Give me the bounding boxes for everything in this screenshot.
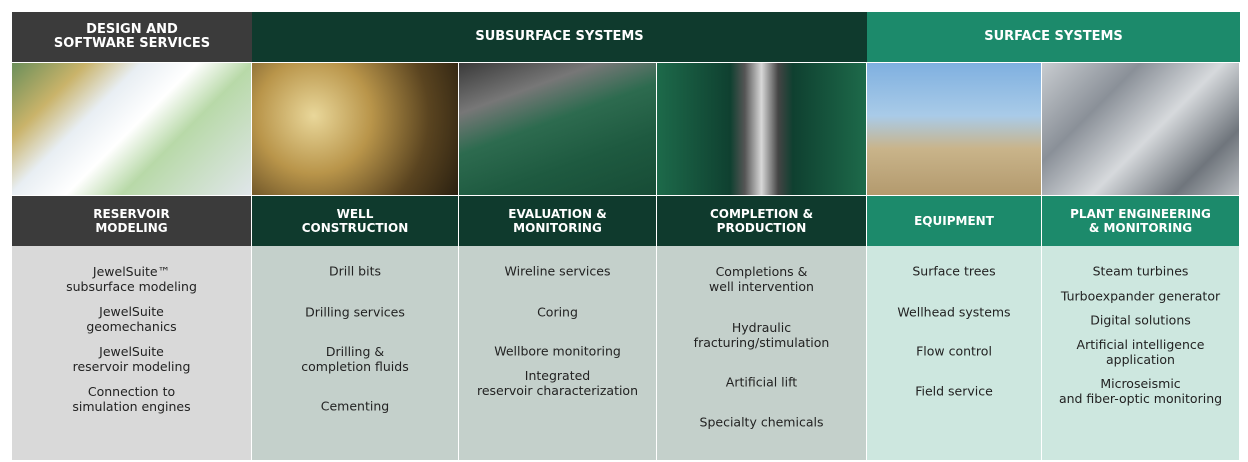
column-header: RESERVOIR MODELING [12,195,252,246]
column-list: Drill bits Drilling services Drilling & co… [252,246,459,460]
list-item: Flow control [916,343,992,359]
list-item: Digital solutions [1090,312,1191,328]
column-header: EQUIPMENT [867,195,1042,246]
column-image [252,62,459,195]
group-header: DESIGN AND SOFTWARE SERVICES [12,12,252,62]
column-image [12,62,252,195]
column-image [867,62,1042,195]
list-item: Drilling & completion fluids [301,344,409,374]
column-header: COMPLETION & PRODUCTION [657,195,867,246]
list-item: JewelSuite reservoir modeling [72,344,191,374]
column-header: EVALUATION & MONITORING [459,195,657,246]
column-header: PLANT ENGINEERING & MONITORING [1042,195,1240,246]
column-list: Wireline services Coring Wellbore monitori… [459,246,657,460]
list-item: Wellbore monitoring [494,343,621,359]
column-header: WELL CONSTRUCTION [252,195,459,246]
list-item: JewelSuite geomechanics [86,304,177,334]
list-item: Connection to simulation engines [72,384,191,414]
list-item: Drilling services [305,304,405,320]
list-item: Coring [537,304,578,320]
list-item: Hydraulic fracturing/stimulation [693,320,830,350]
list-item: Artificial lift [725,374,798,390]
column-list: JewelSuite™ subsurface modeling JewelSuit… [12,246,252,460]
column-image [1042,62,1240,195]
list-item: Specialty chemicals [699,414,824,430]
column-list: Surface trees Wellhead systems Flow contro… [867,246,1042,460]
group-header: SUBSURFACE SYSTEMS [252,12,867,62]
list-item: JewelSuite™ subsurface modeling [66,264,197,294]
list-item: Artificial intelligence application [1076,337,1205,367]
list-item: Completions & well intervention [709,264,814,294]
column-image [657,62,867,195]
list-item: Drill bits [329,263,381,279]
list-item: Cementing [320,398,390,414]
column-list: Steam turbines Turboexpander generator Dig… [1042,246,1240,460]
column-image [459,62,657,195]
list-item: Wireline services [504,263,611,279]
list-item: Integrated reservoir characterization [476,368,639,398]
list-item: Wellhead systems [897,304,1011,320]
list-item: Field service [915,383,993,399]
list-item: Microseismic and fiber-optic monitoring [1058,376,1223,406]
list-item: Steam turbines [1092,263,1189,279]
list-item: Turboexpander generator [1060,288,1221,304]
group-header: SURFACE SYSTEMS [867,12,1240,62]
column-list: Completions & well intervention Hydraulic… [657,246,867,460]
list-item: Surface trees [912,263,996,279]
